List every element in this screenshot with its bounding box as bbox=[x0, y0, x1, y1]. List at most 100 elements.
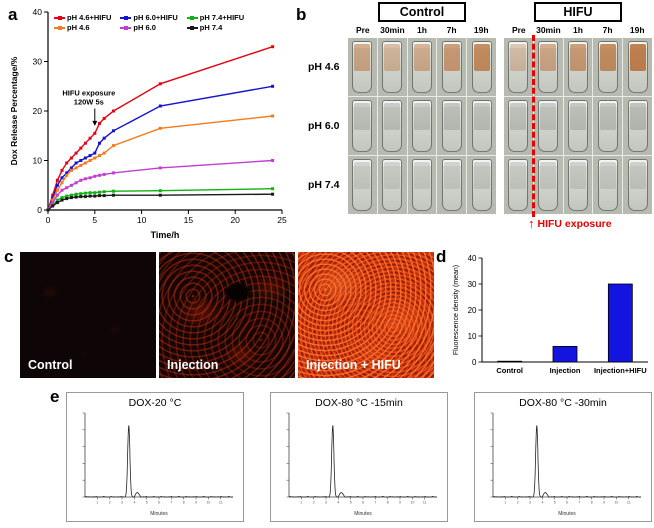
svg-text:0: 0 bbox=[46, 215, 51, 225]
svg-text:4: 4 bbox=[133, 501, 135, 505]
panel-label-a: a bbox=[8, 5, 18, 24]
svg-text:30: 30 bbox=[33, 57, 43, 67]
image-caption: Injection bbox=[167, 358, 219, 372]
vial bbox=[597, 100, 618, 152]
vial-photo bbox=[504, 97, 533, 155]
panel-label-e: e bbox=[50, 387, 60, 406]
panel-b-vial-photos: pH 4.6 pH 6.0 pH 7.4 Control Pre 30min 1h 7h 1… bbox=[292, 2, 652, 244]
svg-text:5: 5 bbox=[146, 501, 148, 505]
control-photo-grid bbox=[348, 38, 496, 214]
vial-photo bbox=[533, 38, 563, 96]
svg-text:Minutes: Minutes bbox=[558, 511, 576, 517]
legend-swatch bbox=[186, 25, 198, 30]
legend-label: pH 4.6 bbox=[67, 23, 90, 32]
vial-photo bbox=[623, 38, 652, 96]
svg-text:9: 9 bbox=[195, 501, 197, 505]
svg-text:3: 3 bbox=[529, 501, 531, 505]
svg-text:120W 5s: 120W 5s bbox=[74, 98, 104, 107]
svg-text:0: 0 bbox=[472, 358, 477, 367]
vial bbox=[471, 41, 492, 93]
time-column-label: 30min bbox=[380, 25, 405, 35]
svg-text:10: 10 bbox=[33, 156, 43, 166]
fluorescence-image-injection-hifu: Injection + HIFU bbox=[298, 252, 434, 378]
chromatogram-title: DOX-80 °C -30min bbox=[519, 397, 607, 409]
svg-text:1: 1 bbox=[300, 501, 302, 505]
vial bbox=[627, 41, 648, 93]
vial bbox=[567, 159, 588, 211]
svg-text:11: 11 bbox=[219, 501, 223, 505]
svg-text:3: 3 bbox=[325, 501, 327, 505]
vial bbox=[597, 159, 618, 211]
vial bbox=[597, 41, 618, 93]
svg-text:20: 20 bbox=[33, 106, 43, 116]
svg-text:Injection+HIFU: Injection+HIFU bbox=[594, 366, 647, 375]
panel-c-fluorescence-images: Control Injection Injection + HIFU bbox=[20, 252, 434, 378]
svg-text:6: 6 bbox=[158, 501, 160, 505]
vial bbox=[411, 41, 432, 93]
svg-text:30: 30 bbox=[468, 280, 477, 289]
panel-e-chromatograms: DOX-20 °C 1 2 3 4 5 6 7 8 9 10 11 Minutes DOX-80 °C… bbox=[66, 392, 652, 522]
legend-item: pH 7.4+HIFU bbox=[186, 13, 244, 22]
dox-release-line-chart: 0 5 10 15 20 25 0 10 20 30 40 Time/h Dox Release Per… bbox=[9, 7, 287, 240]
svg-text:Minutes: Minutes bbox=[354, 511, 372, 517]
svg-text:Time/h: Time/h bbox=[151, 230, 180, 240]
vial bbox=[508, 100, 529, 152]
chromatogram-dox-20c: DOX-20 °C 1 2 3 4 5 6 7 8 9 10 11 Minutes bbox=[66, 392, 244, 522]
legend-swatch bbox=[120, 25, 132, 30]
svg-text:20: 20 bbox=[230, 215, 240, 225]
vial bbox=[567, 41, 588, 93]
vial-photo bbox=[348, 97, 377, 155]
svg-text:Dox Release Percentage/%: Dox Release Percentage/% bbox=[9, 56, 19, 165]
svg-text:15: 15 bbox=[184, 215, 194, 225]
legend-swatch bbox=[54, 25, 65, 30]
ph-row-label: pH 4.6 bbox=[308, 61, 340, 73]
vial bbox=[538, 159, 559, 211]
vial bbox=[411, 159, 432, 211]
panel-label-d: d bbox=[436, 247, 447, 266]
vial bbox=[352, 41, 373, 93]
vial bbox=[508, 41, 529, 93]
svg-text:Fluorescence density (mean): Fluorescence density (mean) bbox=[453, 265, 460, 355]
time-column-label: 1h bbox=[417, 25, 427, 35]
svg-text:2: 2 bbox=[517, 501, 519, 505]
vial bbox=[352, 159, 373, 211]
legend-swatch bbox=[54, 15, 65, 20]
vial-photo bbox=[563, 38, 593, 96]
time-column-label: 19h bbox=[629, 25, 645, 35]
vial-photo bbox=[377, 38, 407, 96]
svg-text:10: 10 bbox=[614, 501, 618, 505]
fluorescence-image-injection: Injection bbox=[159, 252, 295, 378]
vial-photo bbox=[533, 156, 563, 214]
svg-text:10: 10 bbox=[137, 215, 147, 225]
control-group: Control Pre 30min 1h 7h 19h bbox=[348, 2, 496, 214]
legend-label: pH 7.4 bbox=[199, 23, 223, 32]
vial bbox=[508, 159, 529, 211]
vial-photo bbox=[377, 97, 407, 155]
time-column-label: 30min bbox=[536, 25, 561, 35]
vial-photo bbox=[593, 97, 623, 155]
fluorescence-density-bar-chart: 0 10 20 30 40 Fluorescence density (mean) Cont… bbox=[453, 254, 648, 375]
svg-text:5: 5 bbox=[554, 501, 556, 505]
svg-text:8: 8 bbox=[183, 501, 185, 505]
vial bbox=[441, 100, 462, 152]
image-caption: Injection + HIFU bbox=[306, 358, 401, 372]
vial bbox=[471, 100, 492, 152]
svg-text:40: 40 bbox=[468, 254, 477, 263]
chromatogram-title: DOX-20 °C bbox=[128, 397, 182, 409]
legend-item: pH 4.6 bbox=[54, 23, 111, 32]
vial bbox=[538, 41, 559, 93]
svg-text:Minutes: Minutes bbox=[150, 511, 168, 517]
legend-label: pH 6.0 bbox=[133, 23, 156, 32]
legend-item: pH 4.6+HIFU bbox=[54, 13, 111, 22]
time-column-label: Pre bbox=[511, 25, 526, 35]
svg-text:7: 7 bbox=[170, 501, 172, 505]
vial-photo bbox=[563, 156, 593, 214]
svg-text:4: 4 bbox=[337, 501, 339, 505]
vial-photo bbox=[437, 156, 467, 214]
fluorescence-image-control: Control bbox=[20, 252, 156, 378]
vial-photo bbox=[467, 38, 496, 96]
vial bbox=[627, 159, 648, 211]
vial-photo bbox=[593, 156, 623, 214]
hifu-photo-grid bbox=[504, 35, 652, 217]
legend-swatch bbox=[186, 15, 198, 20]
